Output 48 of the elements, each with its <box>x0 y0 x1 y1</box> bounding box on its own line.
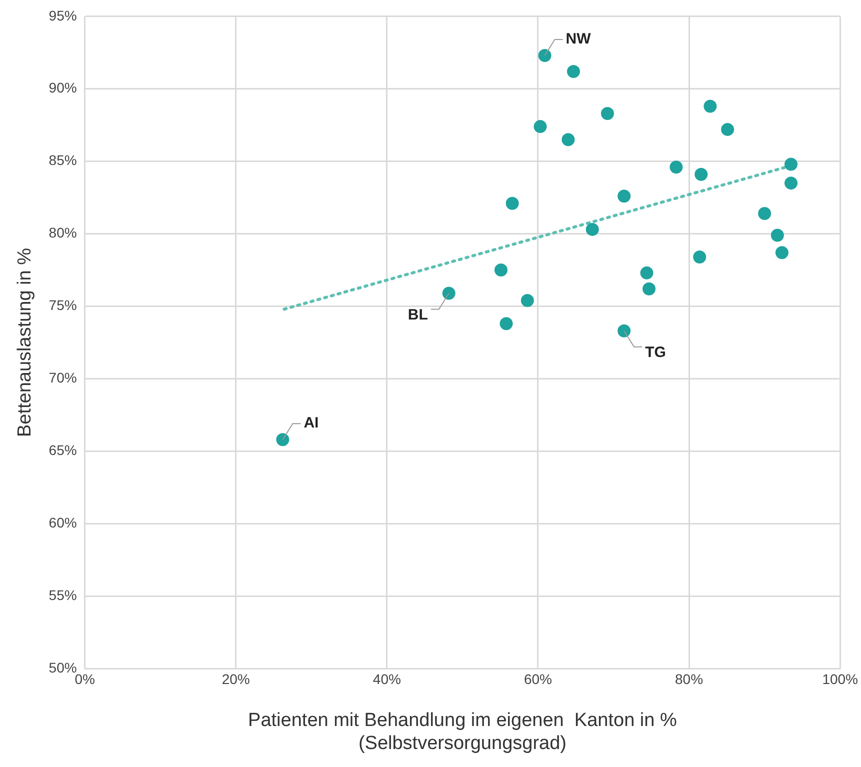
x-tick-label: 20% <box>222 670 250 687</box>
point <box>770 228 784 242</box>
annotation: TG <box>645 344 666 362</box>
annotation: NW <box>566 30 592 48</box>
point <box>276 433 290 446</box>
y-tick-label: 85% <box>48 152 77 168</box>
x-tick-label: 100% <box>822 670 858 687</box>
point <box>704 100 717 113</box>
point <box>784 158 798 171</box>
y-tick-label: 90% <box>48 80 77 96</box>
y-tick-label: 60% <box>48 514 77 531</box>
x-tick-label: 60% <box>524 670 552 687</box>
point <box>642 282 656 296</box>
x-tick-label: 0% <box>74 670 95 687</box>
point <box>562 133 575 146</box>
point <box>494 264 508 277</box>
point <box>640 266 654 280</box>
point <box>506 196 519 210</box>
point <box>721 122 734 136</box>
point <box>442 286 456 300</box>
y-tick-label: 50% <box>48 659 77 676</box>
y-tick-label: 55% <box>48 586 77 603</box>
y-tick-label: 70% <box>48 370 77 386</box>
y-tick-label: 95% <box>48 7 77 24</box>
annotation: BL <box>408 306 428 324</box>
point <box>586 222 599 236</box>
x-axis-title: Patienten mit Behandlung im eigenen Kanton in % (Selbstversorgungsgrad) <box>248 710 677 754</box>
point <box>538 49 552 62</box>
point <box>693 250 706 264</box>
point <box>670 160 683 174</box>
point <box>618 190 631 203</box>
point <box>566 64 580 78</box>
y-axis-title: Bettenauslastung in % <box>14 248 36 438</box>
point <box>534 120 547 134</box>
point <box>775 246 788 260</box>
x-tick-label: 80% <box>675 670 704 687</box>
y-tick-label: 65% <box>48 442 77 458</box>
point <box>520 294 534 307</box>
y-tick-label: 75% <box>48 297 77 314</box>
point <box>784 176 798 190</box>
point <box>618 324 631 338</box>
x-tick-label: 40% <box>372 670 401 687</box>
y-tick-label: 80% <box>48 224 77 241</box>
point <box>600 107 614 120</box>
point <box>694 168 708 181</box>
point <box>758 207 772 220</box>
annotation: AI <box>304 414 319 432</box>
point <box>500 317 513 330</box>
